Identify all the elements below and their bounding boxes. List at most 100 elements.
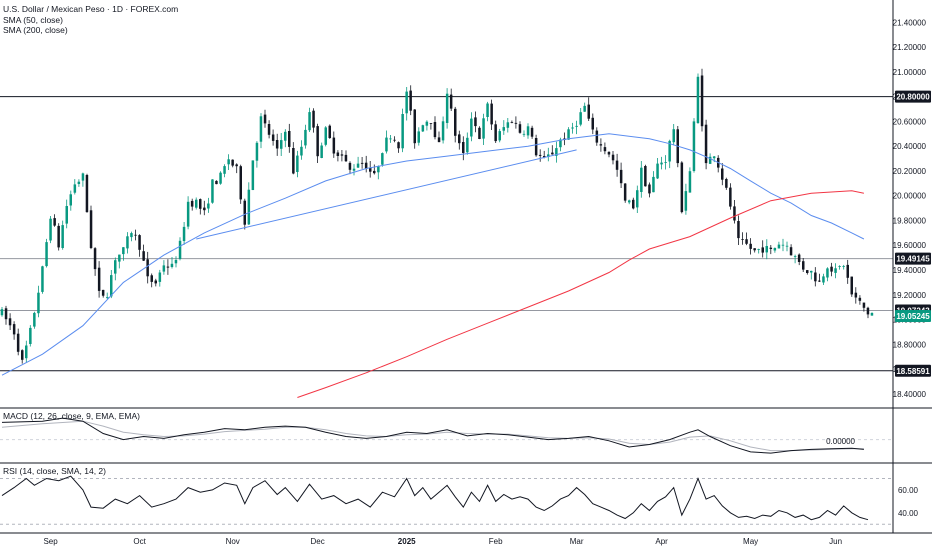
candle-body	[575, 125, 578, 127]
date-tick: 2025	[398, 537, 416, 546]
candle-body	[534, 138, 538, 156]
candle-body	[81, 173, 85, 181]
price-tick: 18.40000	[893, 390, 927, 399]
candle-body	[818, 280, 821, 282]
candle-body	[454, 108, 457, 136]
candle-body	[33, 312, 36, 327]
date-tick: Mar	[570, 537, 584, 546]
candle-body	[352, 168, 356, 171]
macd-pane	[0, 417, 893, 454]
candle-body	[664, 162, 667, 163]
candle-body	[660, 162, 663, 165]
candle-body	[271, 134, 275, 141]
candle-body	[814, 272, 817, 282]
candle-body	[486, 103, 489, 117]
candle-body	[470, 118, 473, 137]
candle-body	[369, 167, 372, 172]
candle-body	[25, 345, 28, 359]
candle-body	[207, 203, 210, 209]
candle-body	[656, 163, 659, 179]
candle-body	[498, 131, 501, 141]
candle-body	[583, 105, 586, 112]
candle-body	[174, 260, 178, 264]
candle-body	[806, 270, 809, 273]
level-tag-label: 20.80000	[896, 93, 930, 102]
price-tick: 19.80000	[893, 217, 927, 226]
candle-body	[154, 280, 157, 284]
candle-body	[506, 122, 510, 128]
candle-body	[753, 248, 756, 251]
candle-body	[239, 166, 242, 200]
date-tick: May	[743, 537, 758, 546]
date-tick: Dec	[310, 537, 324, 546]
candle-body	[89, 210, 93, 248]
candle-body	[854, 292, 858, 298]
candle-body	[797, 254, 801, 262]
candle-body	[858, 297, 862, 301]
candle-body	[745, 239, 748, 244]
date-tick: Oct	[133, 537, 146, 546]
candle-body	[405, 91, 408, 114]
date-tick: Sep	[43, 537, 58, 546]
candle-body	[611, 154, 615, 161]
candle-body	[680, 162, 684, 213]
candle-body	[603, 147, 607, 152]
candle-body	[130, 233, 133, 238]
candle-body	[802, 261, 805, 270]
sma-50-line	[1, 133, 865, 376]
candle-body	[615, 160, 619, 170]
price-tick: 21.00000	[893, 68, 927, 77]
candle-body	[138, 235, 141, 250]
candle-body	[830, 266, 833, 272]
candle-body	[433, 122, 437, 138]
candle-body	[267, 124, 271, 135]
candle-body	[397, 142, 400, 149]
candle-body	[482, 118, 485, 139]
level-tag-label: 19.49145	[896, 255, 930, 264]
legend-sma-200: SMA (200, close)	[3, 25, 68, 35]
candle-body	[73, 184, 77, 193]
price-tick: 20.00000	[893, 192, 927, 201]
candle-body	[417, 131, 420, 143]
candle-body	[41, 266, 44, 292]
candle-body	[449, 94, 453, 109]
candle-body	[462, 142, 465, 153]
candle-body	[178, 240, 182, 259]
candle-body	[247, 189, 251, 225]
candle-body	[733, 206, 736, 221]
candle-body	[628, 200, 631, 203]
candle-body	[356, 163, 360, 168]
candle-body	[777, 244, 781, 249]
candle-body	[385, 137, 388, 152]
candle-body	[336, 152, 340, 156]
legend-sma-50: SMA (50, close)	[3, 15, 63, 25]
candle-body	[110, 275, 113, 297]
candle-body	[648, 184, 651, 194]
candle-body	[478, 127, 481, 139]
candle-body	[526, 126, 530, 136]
price-tick: 18.80000	[893, 340, 927, 349]
date-tick: Jun	[829, 537, 842, 546]
candle-body	[344, 154, 348, 162]
candle-body	[16, 333, 20, 352]
candle-body	[607, 151, 611, 155]
date-tick: Feb	[489, 537, 503, 546]
candle-body	[227, 159, 230, 165]
candle-body	[846, 264, 849, 278]
candle-body	[170, 263, 174, 267]
candle-body	[850, 276, 853, 295]
candle-body	[729, 187, 732, 207]
candle-body	[340, 154, 344, 156]
candle-body	[708, 156, 712, 164]
candle-body	[199, 199, 202, 209]
candle-body	[458, 134, 461, 144]
candle-body	[725, 179, 728, 188]
candle-body	[559, 139, 562, 148]
candle-body	[704, 124, 708, 164]
candle-body	[4, 308, 8, 320]
candle-body	[445, 93, 449, 123]
candle-body	[781, 244, 785, 246]
candle-body	[595, 130, 599, 143]
candle-body	[182, 226, 186, 241]
candle-body	[65, 206, 68, 224]
